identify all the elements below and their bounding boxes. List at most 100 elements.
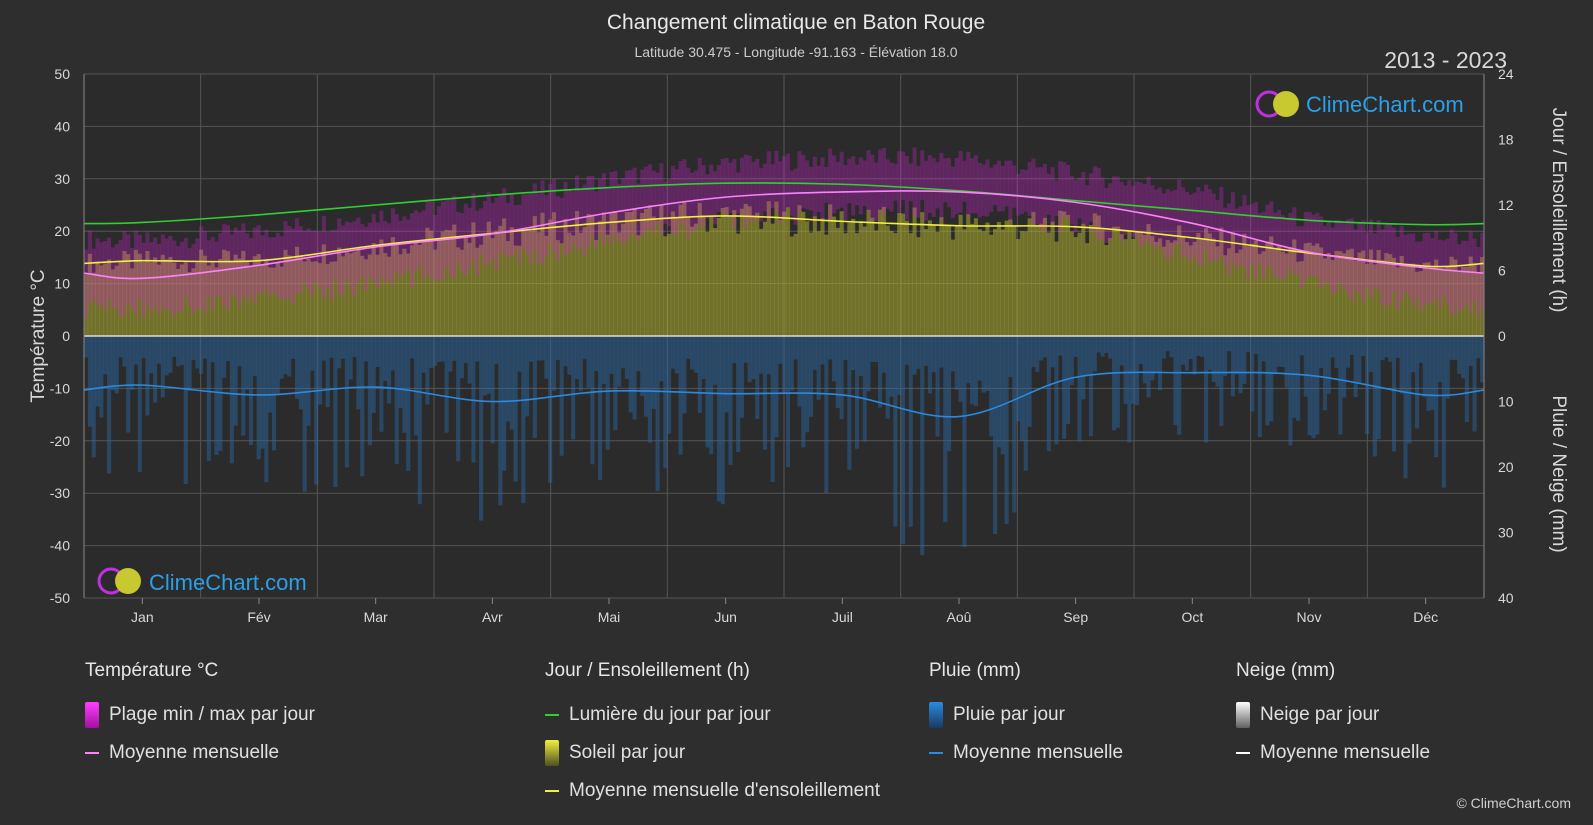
sunshine-bar <box>410 245 415 336</box>
rain-bar <box>973 336 978 406</box>
rain-bar <box>1345 336 1351 368</box>
rain-bar <box>1177 336 1182 435</box>
temp-range-bar <box>337 218 342 294</box>
sunshine-bar <box>402 248 407 336</box>
rain-bar <box>1146 336 1151 398</box>
sunshine-bar <box>582 226 587 336</box>
sunshine-bar <box>218 258 223 336</box>
rain-bar <box>667 336 672 434</box>
sunshine-bar <box>693 223 698 336</box>
brand-name-bottom: ClimeChart.com <box>149 570 307 595</box>
temp-range-bar <box>505 203 511 258</box>
rain-bar <box>713 336 718 385</box>
rain-bar <box>916 336 921 369</box>
rain-bar <box>528 336 534 362</box>
rain-bar <box>889 336 894 397</box>
rain-bar <box>571 336 576 440</box>
sunshine-bar <box>421 242 426 336</box>
sunshine-bar <box>440 231 445 336</box>
temp-range-bar <box>509 193 514 257</box>
sunshine-bar <box>1334 250 1339 336</box>
sunshine-bar <box>1069 231 1074 336</box>
sunshine-bar <box>1207 233 1212 336</box>
sunshine-bar <box>897 212 902 336</box>
temp-range-bar <box>720 158 725 212</box>
sunshine-bar <box>831 216 837 336</box>
rain-bar <box>179 336 185 365</box>
sunshine-bar <box>1085 243 1090 336</box>
sunshine-bar <box>1376 250 1381 336</box>
sunshine-bar <box>1119 234 1124 336</box>
rain-bar <box>831 336 837 382</box>
temp-range-bar <box>770 164 775 209</box>
temp-range-bar <box>816 165 821 213</box>
temp-range-bar <box>1169 191 1174 257</box>
temp-range-bar <box>1476 247 1481 317</box>
rain-bar <box>486 336 491 394</box>
rain-bar <box>540 336 545 361</box>
x-tick-label: Mar <box>364 609 388 625</box>
rain-bar <box>160 336 165 398</box>
sunshine-bar <box>1180 235 1186 336</box>
temp-range-bar <box>893 163 898 201</box>
sunshine-bar <box>563 218 568 336</box>
temp-range-bar <box>1322 226 1328 282</box>
rain-bar <box>1261 336 1266 362</box>
sunshine-bar <box>854 233 860 336</box>
rain-bar <box>828 336 833 360</box>
temp-range-bar <box>1188 194 1193 262</box>
rain-bar <box>202 336 208 359</box>
temp-range-bar <box>84 249 89 318</box>
temp-range-bar <box>862 160 867 207</box>
rain-bar <box>670 336 675 369</box>
temp-range-bar <box>597 179 603 235</box>
sunshine-bar <box>279 266 284 336</box>
temp-range-bar <box>881 147 886 216</box>
temp-range-bar <box>156 243 162 314</box>
sunshine-bar <box>429 230 434 336</box>
temp-range-bar <box>966 151 971 216</box>
temp-range-bar <box>1058 161 1063 233</box>
temp-range-bar <box>521 194 526 249</box>
sunshine-bar <box>1196 233 1201 336</box>
rain-bar <box>782 336 787 393</box>
rain-bar <box>1342 336 1347 398</box>
temp-range-bar <box>1460 240 1466 309</box>
sunshine-bar <box>801 211 806 336</box>
rain-bar <box>682 336 687 414</box>
rain-bar <box>348 336 353 380</box>
y-tick-left: 30 <box>54 171 70 187</box>
sunshine-bar <box>1230 232 1235 336</box>
temp-range-bar <box>218 233 223 297</box>
rain-bar <box>471 336 476 463</box>
sunshine-bar <box>467 242 472 336</box>
rain-bar <box>1180 336 1186 365</box>
rain-bar <box>808 336 814 417</box>
temp-range-bar <box>1437 239 1443 308</box>
sunshine-bar <box>229 261 234 336</box>
temp-range-bar <box>329 230 334 300</box>
sunshine-bar <box>1307 242 1312 336</box>
sunshine-bar <box>532 216 537 336</box>
rain-bar <box>1353 336 1358 398</box>
rain-bar <box>597 336 603 481</box>
rain-bar <box>482 336 488 396</box>
sunshine-bar <box>697 202 702 336</box>
rain-bar <box>490 336 495 444</box>
rain-bar <box>225 336 231 361</box>
temp-range-bar <box>812 156 817 218</box>
temp-range-bar <box>674 169 679 234</box>
temp-range-bar <box>1177 179 1182 245</box>
sunshine-bar <box>149 262 154 336</box>
sunshine-bar <box>774 201 779 336</box>
rain-bar <box>394 336 399 465</box>
rain-bar <box>532 336 537 439</box>
brand-logo-bottom: ClimeChart.com <box>97 567 307 595</box>
temp-range-bar <box>310 230 315 297</box>
rain-bar <box>640 336 645 397</box>
sunshine-bar <box>176 268 181 336</box>
brand-name-top: ClimeChart.com <box>1306 92 1464 117</box>
rain-bar <box>448 336 453 372</box>
temp-range-bar <box>728 162 733 214</box>
sunshine-bar <box>874 230 879 336</box>
